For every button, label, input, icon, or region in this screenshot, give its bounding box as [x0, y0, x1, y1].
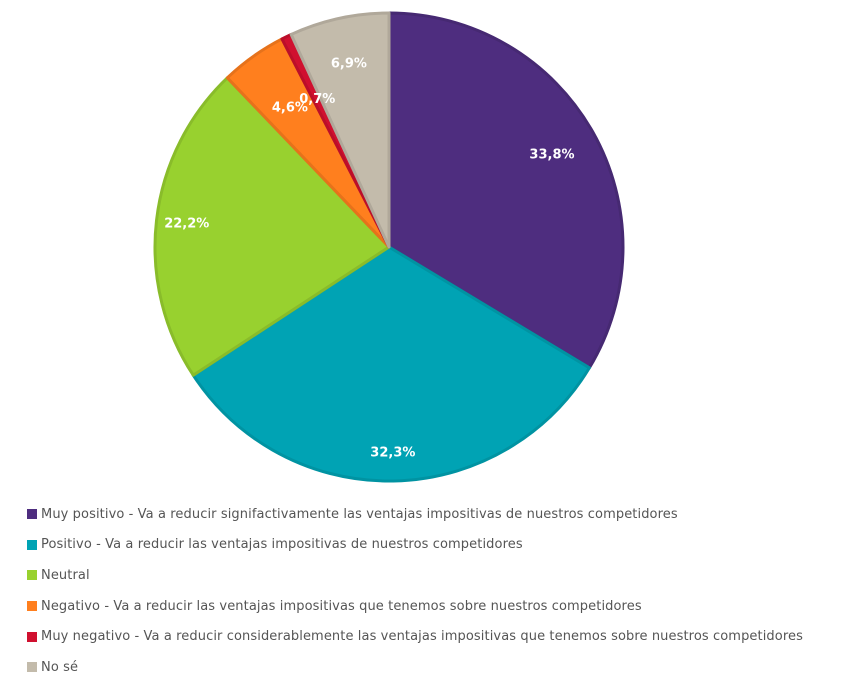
legend-item-neutral[interactable]: Neutral	[27, 560, 803, 591]
legend-swatch	[27, 509, 37, 520]
legend-label: Positivo - Va a reducir las ventajas imp…	[41, 537, 523, 553]
slice-label-muy-negativo: 0,7%	[299, 92, 335, 107]
legend-swatch	[27, 662, 37, 673]
pie-slice-no-se[interactable]	[289, 11, 391, 249]
legend-label: No sé	[41, 659, 79, 675]
slice-label-no-se: 6,9%	[331, 57, 367, 72]
pie-chart: 33,8% 32,3% 22,2% 4,6%0,7% 6,9%	[153, 11, 625, 483]
legend-label: Neutral	[41, 567, 90, 583]
slice-label-positivo: 32,3%	[370, 445, 415, 460]
legend-item-positivo[interactable]: Positivo - Va a reducir las ventajas imp…	[27, 530, 803, 561]
pie-slice-neutral[interactable]	[153, 76, 391, 377]
pie-slice-labels: 33,8% 32,3% 22,2% 4,6%0,7% 6,9%	[164, 57, 574, 461]
legend-swatch	[27, 631, 37, 642]
chart-legend: Muy positivo - Va a reducir signifactiva…	[27, 499, 803, 683]
pie-slice-positivo[interactable]	[191, 245, 591, 483]
slice-label-muy-positivo: 33,8%	[529, 147, 574, 162]
legend-label: Negativo - Va a reducir las ventajas imp…	[41, 598, 642, 614]
legend-swatch	[27, 539, 37, 550]
legend-swatch	[27, 601, 37, 612]
legend-swatch	[27, 570, 37, 581]
legend-item-negativo[interactable]: Negativo - Va a reducir las ventajas imp…	[27, 591, 803, 622]
slice-label-neutral: 22,2%	[164, 216, 209, 231]
legend-item-muy-positivo[interactable]: Muy positivo - Va a reducir signifactiva…	[27, 499, 803, 530]
legend-label: Muy negativo - Va a reducir considerable…	[41, 629, 803, 645]
legend-item-no-se[interactable]: No sé	[27, 652, 803, 683]
legend-label: Muy positivo - Va a reducir signifactiva…	[41, 506, 678, 522]
pie-slice-muy-positivo[interactable]	[387, 11, 625, 370]
legend-item-muy-negativo[interactable]: Muy negativo - Va a reducir considerable…	[27, 621, 803, 652]
slice-label-negativo: 4,6%	[272, 100, 308, 115]
pie-slices	[153, 11, 625, 483]
